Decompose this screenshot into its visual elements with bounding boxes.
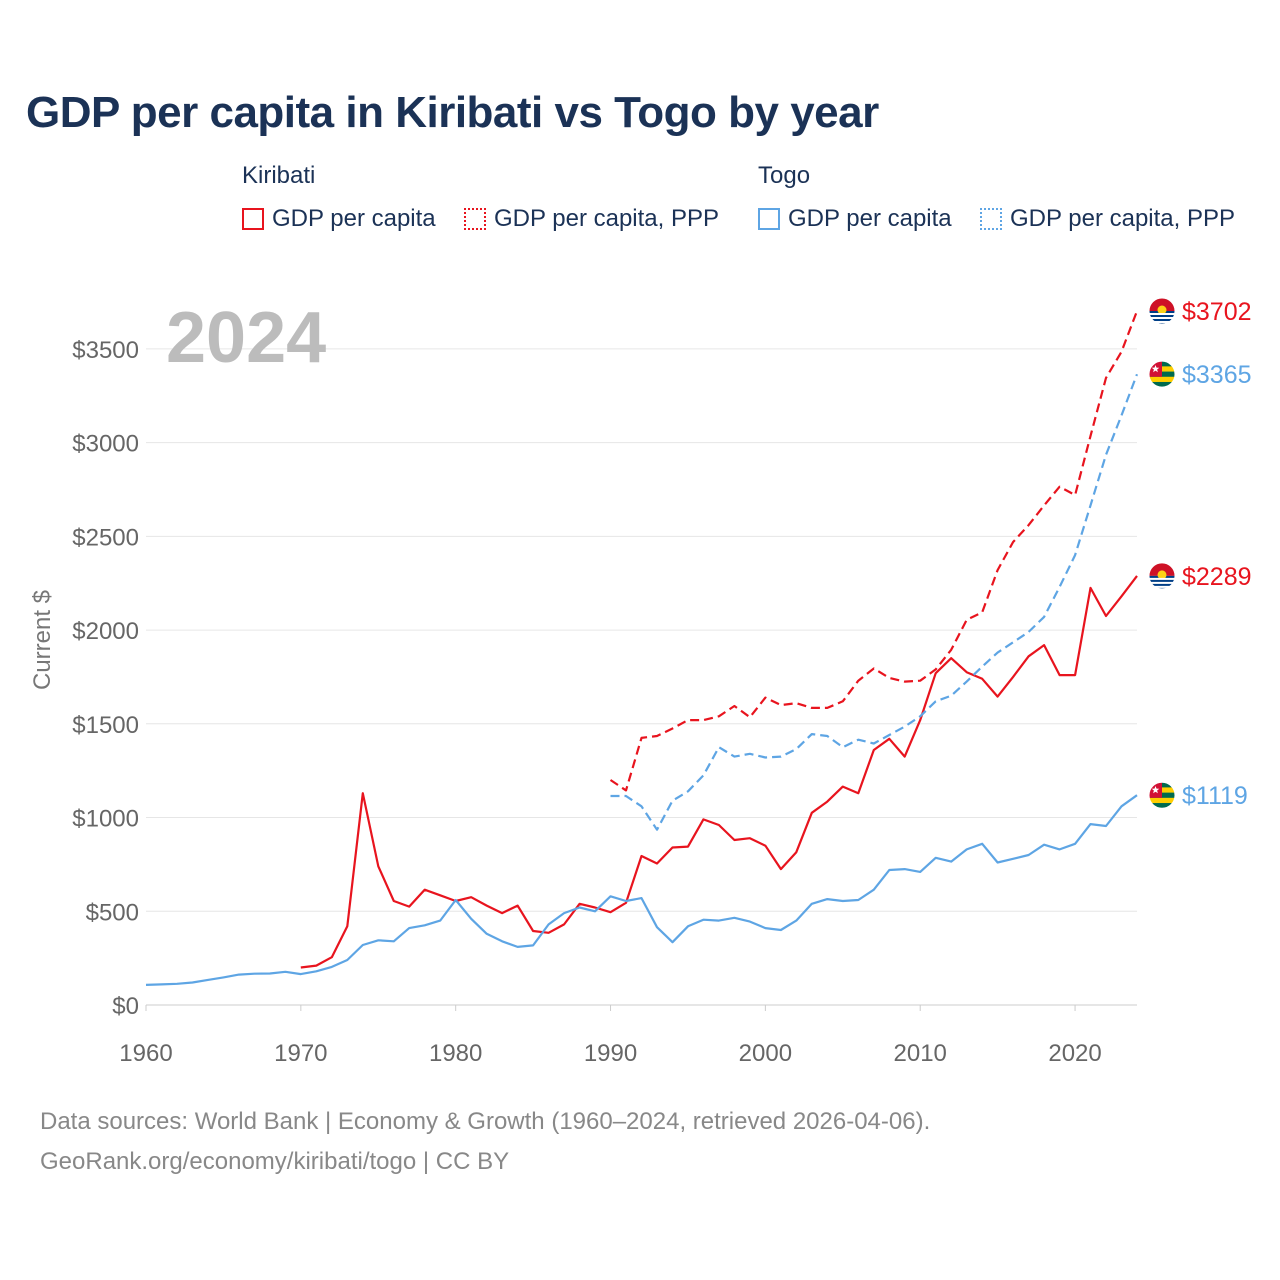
end-label-togo-gdp: $1119 <box>1182 782 1248 810</box>
legend-togo-gdp-label: GDP per capita <box>788 205 952 232</box>
series-line-togo-ppp <box>610 373 1139 831</box>
series <box>145 310 1139 986</box>
y-tick-label: $3000 <box>72 431 139 458</box>
x-tick-label: 2020 <box>1048 1040 1101 1067</box>
legend-kiribati-ppp[interactable]: GDP per capita, PPP <box>464 205 719 233</box>
series-line-togo-gdp <box>145 794 1138 986</box>
y-tick-label: $1000 <box>72 806 139 833</box>
kiribati-flag-icon <box>1148 297 1176 325</box>
legend-swatch-dotted-icon <box>980 208 1002 230</box>
y-tick-label: $3500 <box>72 337 139 364</box>
x-tick-label: 2010 <box>894 1040 947 1067</box>
legend-kiribati-gdp[interactable]: GDP per capita <box>242 205 436 233</box>
y-axis: $0 $500 $1000 $1500 $2000 $2500 $3000 $3500 <box>72 337 139 1020</box>
series-line-kiribati-gdp <box>300 575 1138 969</box>
end-label-togo-ppp: $3365 <box>1182 361 1252 389</box>
x-axis: 1960 1970 1980 1990 2000 2010 2020 <box>119 1005 1102 1067</box>
source-link[interactable]: GeoRank.org/economy/kiribati/togo | CC B… <box>40 1148 510 1175</box>
series-line-kiribati-ppp <box>609 310 1139 792</box>
x-tick-label: 1980 <box>429 1040 482 1067</box>
year-watermark: 2024 <box>166 298 326 378</box>
source-note: Data sources: World Bank | Economy & Gro… <box>40 1108 931 1135</box>
legend-togo-ppp-label: GDP per capita, PPP <box>1010 205 1235 232</box>
end-labels: $3702 $3365 $2289 $1119 <box>1148 297 1252 810</box>
kiribati-flag-icon <box>1148 562 1176 590</box>
legend-kiribati-ppp-label: GDP per capita, PPP <box>494 205 719 232</box>
x-tick-label: 1990 <box>584 1040 637 1067</box>
x-tick-label: 2000 <box>739 1040 792 1067</box>
x-tick-label: 1960 <box>119 1040 172 1067</box>
y-axis-label: Current $ <box>29 590 56 690</box>
y-tick-label: $500 <box>86 899 139 926</box>
togo-flag-icon <box>1148 360 1176 388</box>
legend-kiribati-heading: Kiribati <box>242 162 316 189</box>
y-tick-label: $2500 <box>72 524 139 551</box>
x-tick-label: 1970 <box>274 1040 327 1067</box>
togo-flag-icon <box>1148 781 1176 809</box>
y-tick-label: $0 <box>112 993 139 1020</box>
end-label-kiribati-gdp: $2289 <box>1182 563 1252 591</box>
legend-kiribati-gdp-label: GDP per capita <box>272 205 436 232</box>
legend-togo-gdp[interactable]: GDP per capita <box>758 205 952 233</box>
y-tick-label: $2000 <box>72 618 139 645</box>
legend-togo-ppp[interactable]: GDP per capita, PPP <box>980 205 1235 233</box>
y-tick-label: $1500 <box>72 712 139 739</box>
chart-title: GDP per capita in Kiribati vs Togo by ye… <box>26 88 879 137</box>
legend-swatch-dotted-icon <box>464 208 486 230</box>
end-label-kiribati-ppp: $3702 <box>1182 298 1252 326</box>
legend-swatch-solid-icon <box>758 208 780 230</box>
legend-swatch-solid-icon <box>242 208 264 230</box>
grid <box>146 348 1137 1006</box>
legend-togo-heading: Togo <box>758 162 811 189</box>
